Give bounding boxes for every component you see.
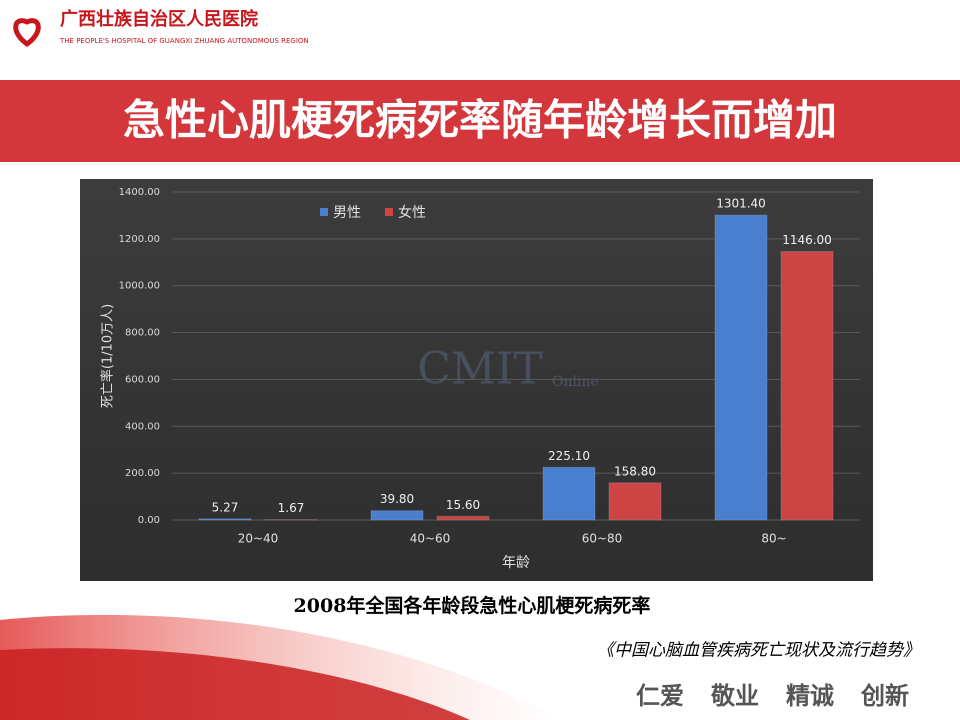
data-label: 15.60 (446, 498, 480, 512)
bar (714, 214, 768, 521)
motto-word: 精诚 (786, 682, 834, 710)
watermark-sub: Online (552, 374, 599, 390)
motto-word: 仁爱 (636, 682, 684, 710)
legend-label: 男性 (333, 205, 361, 221)
x-tick-label: 40~60 (410, 532, 451, 546)
data-label: 225.10 (548, 449, 590, 463)
bar (198, 518, 252, 521)
legend-swatch (320, 208, 328, 216)
x-tick-label: 80~ (761, 532, 786, 546)
y-tick-label: 1200.00 (119, 234, 160, 245)
motto: 仁爱 敬业 精诚 创新 (636, 682, 909, 710)
x-tick-label: 20~40 (238, 532, 279, 546)
motto-word: 敬业 (710, 682, 759, 710)
data-label: 1146.00 (782, 233, 832, 247)
legend-swatch (385, 208, 393, 216)
x-tick-label: 60~80 (582, 532, 623, 546)
bar (436, 515, 490, 521)
x-axis-title: 年龄 (502, 555, 530, 571)
watermark: CMIT (417, 344, 542, 395)
y-tick-label: 200.00 (125, 468, 160, 479)
bar (608, 482, 662, 521)
y-tick-label: 400.00 (125, 421, 160, 432)
data-label: 1.67 (278, 501, 305, 515)
y-tick-label: 1000.00 (119, 281, 160, 292)
hospital-name: 广西壮族自治区人民医院 (60, 8, 258, 30)
motto-word: 创新 (860, 682, 909, 710)
bar (370, 510, 424, 521)
y-tick-label: 1400.00 (119, 187, 160, 198)
hospital-name-en: THE PEOPLE'S HOSPITAL OF GUANGXI ZHUANG … (59, 37, 309, 45)
bar (780, 251, 834, 521)
y-tick-label: 0.00 (138, 515, 160, 526)
y-axis-title: 死亡率(1/10万人) (100, 304, 116, 408)
headline: 急性心肌梗死病死率随年龄增长而增加 (123, 96, 837, 145)
data-label: 158.80 (614, 464, 656, 478)
bar (542, 466, 596, 521)
headline-band (0, 80, 960, 162)
logo (13, 18, 41, 48)
source: 《中国心脑血管疾病死亡现状及流行趋势》 (597, 641, 920, 661)
data-label: 5.27 (212, 500, 239, 514)
y-tick-label: 600.00 (125, 374, 160, 385)
decoration (0, 648, 470, 720)
caption: 2008年全国各年龄段急性心肌梗死病死率 (294, 594, 651, 617)
data-label: 39.80 (380, 492, 414, 506)
legend-label: 女性 (398, 204, 426, 221)
y-tick-label: 800.00 (125, 328, 160, 339)
chart: CMIT Online 0.00 200.00 400.00 600.00 800.00 10… (100, 187, 860, 571)
data-label: 1301.40 (716, 197, 766, 211)
